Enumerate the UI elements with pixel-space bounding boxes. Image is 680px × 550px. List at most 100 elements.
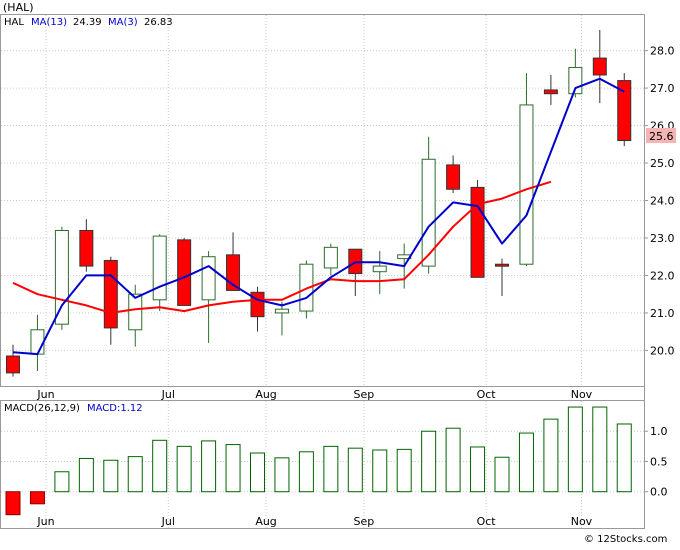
candle-body [6, 355, 20, 374]
macd-bar [5, 491, 21, 516]
price-y-tick-label: 23.0 [650, 232, 675, 245]
candle-body [372, 265, 387, 273]
candle-body [274, 308, 289, 314]
macd-bar [78, 457, 94, 493]
macd-bar [298, 451, 314, 493]
price-x-tick-label: Nov [571, 388, 593, 401]
candle-up [128, 284, 143, 347]
candle-body [103, 259, 118, 329]
legend-symbol: HAL [4, 17, 24, 28]
macd-bar [103, 459, 119, 493]
macd-bar [396, 448, 412, 493]
macd-label: MACD(26,12,9) [4, 403, 80, 414]
candle-body [470, 186, 485, 278]
macd-y-tick-label: 0.0 [650, 486, 668, 499]
macd-x-tick-label: Sep [353, 515, 374, 528]
price-y-tick-label: 27.0 [650, 82, 675, 95]
macd-bar [54, 471, 70, 493]
macd-bars [5, 406, 632, 516]
candle-down [348, 248, 363, 297]
legend-ma3-label: MA(3) [108, 17, 138, 28]
macd-grid [1, 401, 644, 528]
macd-bar [445, 427, 461, 493]
ma3-line [12, 180, 552, 314]
macd-x-tick-label: Jul [161, 515, 175, 528]
price-x-tick-label: Sep [353, 388, 374, 401]
candle-body [177, 239, 192, 306]
price-grid [1, 15, 644, 386]
macd-bar [250, 452, 265, 493]
candle-body [201, 256, 216, 301]
macd-value-label: MACD:1.12 [87, 403, 143, 414]
candle-down [6, 344, 20, 377]
ma13-line [12, 77, 625, 356]
macd-y-tick-label: 0.5 [650, 455, 668, 468]
macd-bar [543, 418, 559, 493]
macd-bar [567, 406, 583, 493]
candle-down [446, 155, 461, 194]
macd-bar [127, 456, 143, 493]
macd-x-axis: Jun Jul Aug Sep Oct Nov [36, 515, 592, 528]
candle-up [152, 234, 167, 312]
last-price-marker: 25.6 [646, 128, 676, 143]
macd-y-axis: 0.0 0.5 1.0 [644, 425, 668, 499]
macd-bar [176, 445, 192, 493]
price-y-tick-label: 20.0 [650, 344, 675, 357]
macd-bar [470, 446, 486, 493]
legend-ma13-value: 24.39 [73, 17, 102, 28]
candle-up [372, 251, 387, 295]
candle-body [543, 89, 558, 95]
macd-y-tick-label: 1.0 [650, 425, 668, 438]
macd-bar [347, 447, 363, 493]
price-x-tick-label: Oct [477, 388, 497, 401]
candle-up [323, 243, 338, 276]
macd-x-tick-label: Oct [477, 515, 497, 528]
candle-down [617, 73, 632, 147]
price-y-axis: 20.021.022.023.024.025.026.027.028.0 [644, 45, 675, 357]
candle-body [323, 246, 338, 269]
candle-body [495, 263, 509, 267]
candle-down [103, 256, 118, 345]
candle-body [54, 229, 69, 325]
candle-body [617, 80, 632, 142]
price-x-axis: Jun Jul Aug Sep Oct Nov [36, 388, 592, 401]
macd-bar [518, 432, 534, 493]
candle-down [250, 286, 265, 332]
candle-body [79, 229, 94, 267]
price-y-tick-label: 28.0 [650, 45, 675, 58]
last-price-label: 25.6 [649, 130, 674, 143]
price-y-tick-label: 21.0 [650, 307, 675, 320]
candle-up [274, 301, 289, 336]
macd-bar [152, 439, 168, 493]
legend-ma3-value: 26.83 [144, 17, 173, 28]
price-x-tick-label: Aug [255, 388, 276, 401]
candle-down [470, 179, 485, 278]
moving-average-lines [12, 77, 625, 356]
macd-bar [29, 491, 45, 505]
macd-bar [494, 456, 510, 493]
last-price-box [646, 128, 676, 143]
price-y-tick-label: 22.0 [650, 269, 675, 282]
macd-bar [225, 444, 241, 493]
candle-down [177, 237, 192, 306]
candle-down [79, 219, 94, 272]
macd-bar [616, 423, 632, 493]
candle-down [592, 29, 607, 104]
candle-down [543, 74, 558, 105]
candle-down [495, 258, 509, 297]
price-y-tick-label: 24.0 [650, 195, 675, 208]
candle-up [519, 73, 534, 267]
macd-bar [372, 449, 388, 493]
candle-up [421, 136, 436, 274]
candle-body [421, 158, 436, 267]
chart-title: (HAL) [3, 1, 34, 14]
price-x-tick-label: Jul [161, 388, 175, 401]
candle-body [446, 164, 461, 190]
legend-ma13-label: MA(13) [31, 17, 67, 28]
price-y-tick-label: 25.0 [650, 157, 675, 170]
candle-body [592, 57, 607, 76]
macd-bar [592, 406, 608, 493]
macd-bar [323, 445, 339, 493]
candle-up [201, 251, 216, 343]
